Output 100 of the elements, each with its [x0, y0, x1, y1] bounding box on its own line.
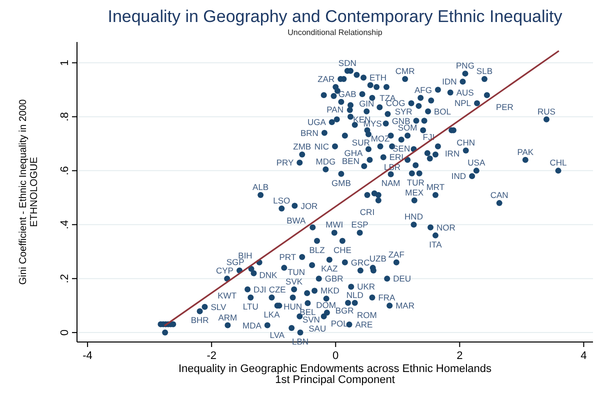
data-label: MAR — [396, 300, 414, 311]
data-label: NAM — [381, 178, 400, 188]
data-label: NPL — [454, 98, 472, 108]
data-label: PAK — [517, 146, 534, 157]
data-label: NIC — [314, 141, 329, 152]
data-label: TUR — [406, 177, 424, 188]
data-label: LKA — [264, 309, 280, 320]
y-tick-label: .6 — [59, 166, 71, 176]
x-tick-label: 0 — [332, 350, 339, 362]
y-tick-label: .8 — [59, 112, 71, 122]
x-tick-label: 4 — [580, 350, 587, 362]
data-label: BHR — [190, 315, 209, 326]
data-label: BOL — [434, 106, 452, 116]
data-label: CHE — [333, 244, 352, 255]
data-label: CHL — [550, 158, 568, 168]
data-label: DJI — [254, 284, 266, 294]
data-label: CZE — [268, 284, 286, 295]
data-label: CRI — [360, 206, 375, 217]
data-label: SYR — [394, 106, 412, 116]
data-label: SLV — [210, 302, 227, 312]
data-label: ZAF — [388, 249, 404, 260]
data-label: DOM — [316, 300, 336, 310]
data-label: JOR — [300, 200, 318, 211]
data-label: PNG — [456, 60, 474, 71]
data-label: ALB — [252, 182, 269, 192]
data-label: LTU — [242, 301, 258, 312]
data-label: KAZ — [321, 264, 338, 274]
data-label: MOZ — [370, 133, 390, 144]
data-label: UZB — [369, 254, 387, 264]
data-label: MEX — [405, 187, 424, 198]
data-label: IRN — [444, 148, 460, 158]
data-label: MDA — [242, 320, 262, 330]
data-label: ARE — [355, 319, 374, 330]
y-tick-label: .2 — [59, 274, 71, 284]
data-label: SAU — [308, 323, 326, 334]
data-label: SUR — [352, 138, 370, 148]
data-label: BWA — [286, 215, 306, 226]
data-label: KWT — [218, 290, 237, 301]
data-label: IND — [451, 171, 466, 182]
data-label: NLD — [346, 290, 364, 300]
data-label: BIH — [238, 250, 252, 260]
data-label: HUN — [284, 301, 302, 312]
data-label: PRY — [276, 158, 294, 168]
data-label: NOR — [436, 222, 456, 232]
data-label: GMB — [332, 178, 352, 188]
data-label: BLZ — [309, 244, 325, 255]
data-label: UKR — [357, 282, 376, 292]
data-label: LVA — [270, 330, 285, 340]
data-label: UGA — [307, 117, 326, 128]
data-label: CYP — [216, 266, 234, 276]
data-label: MWI — [326, 220, 344, 230]
data-label: POL — [330, 318, 348, 328]
data-label: ERI — [389, 152, 404, 162]
x-axis-title: Inequality in Geographic Endowments across Ethnic Homelands 1st Principal Component — [178, 363, 492, 386]
data-label: GHA — [344, 148, 364, 158]
data-label: ROM — [357, 310, 377, 320]
data-label: DEU — [393, 274, 412, 284]
data-label: BGR — [335, 306, 354, 316]
data-label: PAN — [326, 104, 344, 115]
data-label: CHN — [456, 137, 476, 148]
data-label: DNK — [259, 270, 278, 280]
data-label: CMR — [395, 66, 415, 76]
data-label: GIN — [359, 98, 374, 108]
y-axis-title: Gini Coefficient - Ethnic Inequality in 2000 ETHNOLOGUE — [18, 98, 40, 285]
data-label: HND — [404, 212, 423, 222]
data-label: IDN — [442, 76, 457, 87]
data-label: GAB — [338, 89, 357, 100]
data-label: MRT — [426, 182, 445, 192]
data-label: GBR — [324, 274, 344, 284]
y-tick-label: .4 — [59, 220, 71, 230]
x-tick-label: 2 — [456, 350, 463, 362]
x-tick-label: -4 — [82, 350, 92, 362]
chart-title: Inequality in Geography and Contemporary Ethnic Inequality — [108, 7, 563, 26]
data-label: FRA — [378, 292, 396, 302]
x-tick-label: -2 — [206, 350, 216, 362]
data-label: ZMB — [293, 142, 312, 152]
data-label: PER — [496, 102, 514, 112]
data-label: SLB — [476, 66, 493, 76]
data-label: RUS — [538, 106, 556, 116]
chart-subtitle: Unconditional Relationship — [288, 28, 383, 37]
data-label: MKD — [320, 286, 340, 296]
data-label: LSO — [273, 195, 291, 206]
data-label: ZAR — [318, 74, 335, 84]
data-label: BRN — [300, 128, 318, 138]
data-label: BEN — [342, 156, 360, 166]
y-tick-label: 0 — [59, 329, 71, 336]
data-label: ITA — [429, 239, 442, 250]
data-label: ETH — [370, 72, 387, 83]
data-label: GRC — [350, 257, 370, 268]
data-label: AFG — [414, 84, 432, 95]
y-tick-label: 1 — [59, 60, 71, 66]
data-label: ESP — [351, 220, 369, 230]
data-label: SDN — [338, 58, 356, 68]
data-label: USA — [468, 158, 486, 168]
data-label: MDG — [316, 156, 336, 166]
data-label: SVN — [302, 314, 320, 325]
data-label: TUN — [288, 267, 306, 278]
data-label: AUS — [456, 87, 474, 98]
data-label: SVK — [286, 276, 303, 286]
data-label: ARM — [218, 312, 238, 322]
